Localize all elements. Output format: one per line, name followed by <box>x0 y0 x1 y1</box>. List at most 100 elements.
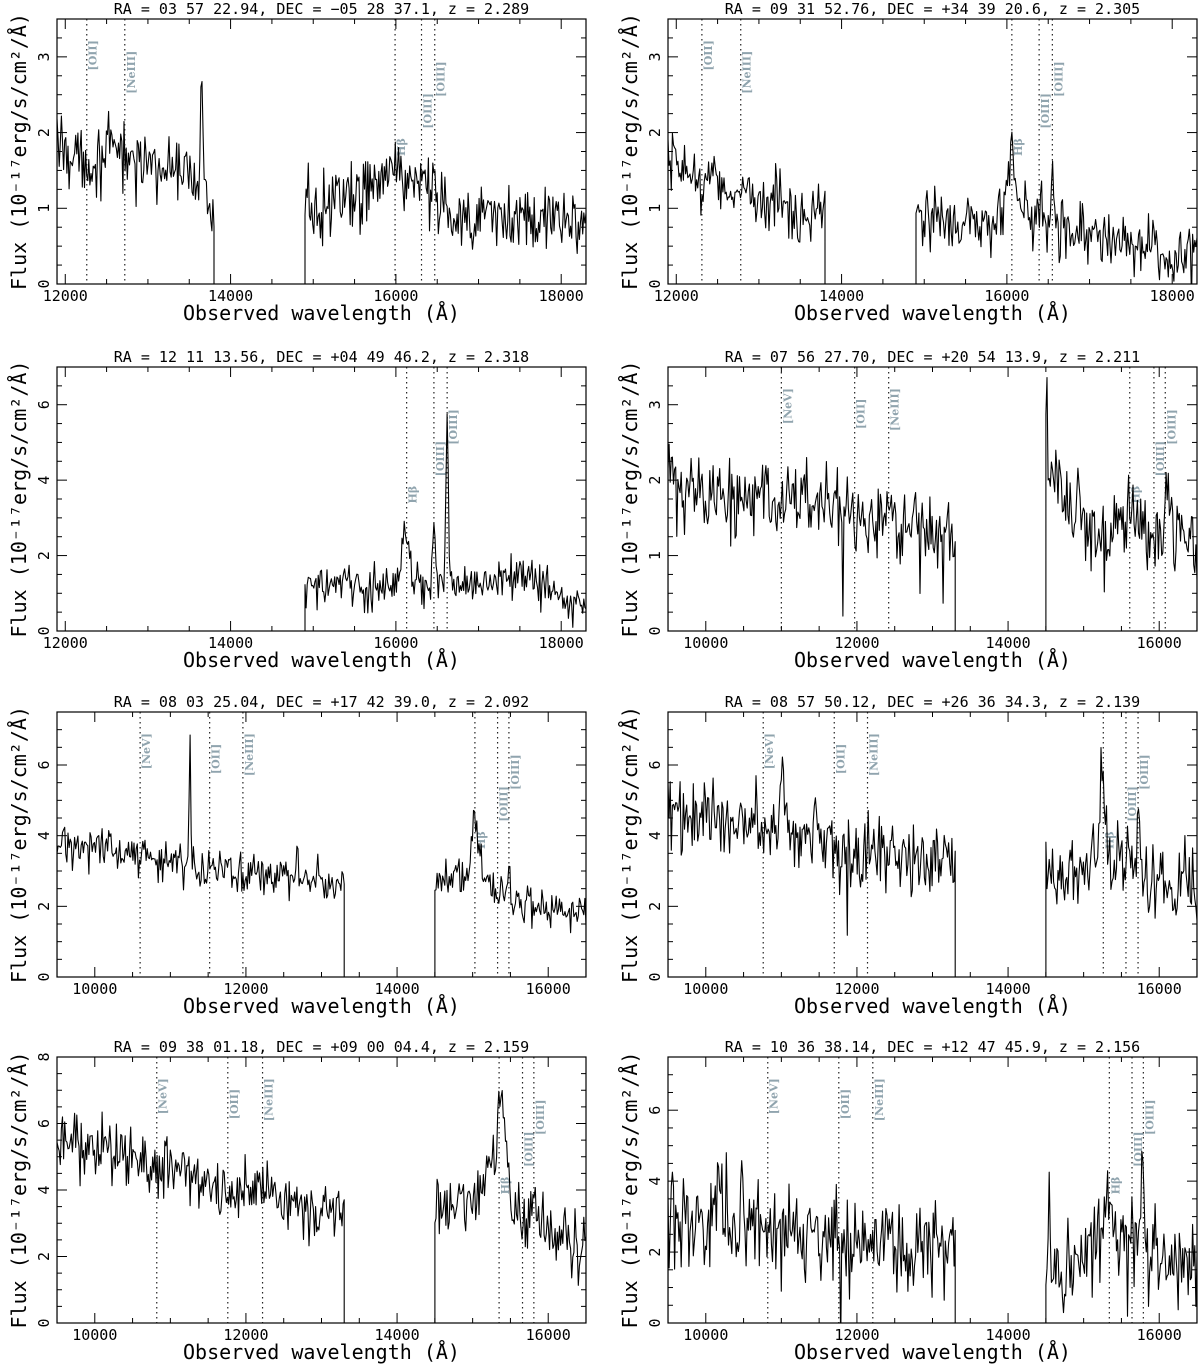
spectrum-line <box>57 1111 345 1323</box>
spectrum-panel-3: RA = 12 11 13.56, DEC = +04 49 46.2, z =… <box>7 348 587 672</box>
y-tick-label: 2 <box>646 1248 664 1257</box>
line-label: [NeIII] <box>263 1078 276 1121</box>
line-label: [NeIII] <box>125 51 138 94</box>
x-tick-label: 12000 <box>43 287 88 305</box>
line-label: [OII] <box>87 40 100 70</box>
line-label: [OIII] <box>1165 409 1178 444</box>
x-tick-label: 10000 <box>683 634 728 652</box>
panel-title: RA = 08 03 25.04, DEC = +17 42 39.0, z =… <box>114 693 529 711</box>
y-tick-label: 0 <box>35 626 53 635</box>
line-label: [OIII] <box>1126 786 1139 821</box>
spectrum-panel-5: RA = 08 03 25.04, DEC = +17 42 39.0, z =… <box>7 693 587 1018</box>
spectrum-line <box>668 132 826 284</box>
x-tick-label: 14000 <box>208 634 253 652</box>
y-tick-label: 6 <box>35 1119 53 1128</box>
x-tick-label: 14000 <box>374 1326 419 1344</box>
line-label: [OIII] <box>1052 61 1065 96</box>
line-label: [OII] <box>839 1089 852 1119</box>
y-tick-label: 2 <box>35 1252 53 1261</box>
line-label: [NeV] <box>768 1078 781 1114</box>
y-axis-label: Flux (10⁻¹⁷erg/s/cm²/Å) <box>618 361 642 638</box>
spectrum-line <box>668 443 956 631</box>
line-label: [NeV] <box>157 1078 170 1114</box>
spectrum-line <box>57 734 345 977</box>
line-label: [OII] <box>702 40 715 70</box>
x-tick-label: 12000 <box>43 634 88 652</box>
spectrum-line <box>304 413 586 631</box>
line-label: Hβ <box>407 486 420 504</box>
x-axis-label: Observed wavelength (Å) <box>183 994 460 1018</box>
plot-frame <box>667 711 1198 978</box>
spectrum-panel-4: RA = 07 56 27.70, DEC = +20 54 13.9, z =… <box>618 348 1198 672</box>
y-axis-label: Flux (10⁻¹⁷erg/s/cm²/Å) <box>618 13 642 290</box>
y-tick-label: 1 <box>646 551 664 560</box>
spectrum-line <box>668 756 956 977</box>
line-label: [NeIII] <box>873 1078 886 1121</box>
y-tick-label: 3 <box>646 400 664 409</box>
line-label: [OIII] <box>534 1100 547 1135</box>
line-label: [OIII] <box>1138 754 1151 789</box>
spectrum-panel-8: RA = 10 36 38.14, DEC = +12 47 45.9, z =… <box>618 1038 1198 1364</box>
panel-title: RA = 09 38 01.18, DEC = +09 00 04.4, z =… <box>114 1038 529 1056</box>
y-tick-label: 6 <box>646 1106 664 1115</box>
y-tick-label: 1 <box>646 204 664 213</box>
x-tick-label: 16000 <box>373 287 418 305</box>
spectrum-line <box>57 81 215 284</box>
y-tick-label: 3 <box>646 52 664 61</box>
line-label: [OII] <box>210 744 223 774</box>
y-axis-label: Flux (10⁻¹⁷erg/s/cm²/Å) <box>7 1052 31 1329</box>
line-label: [OIII] <box>509 754 522 789</box>
plot-frame <box>56 711 587 978</box>
x-tick-label: 14000 <box>819 287 864 305</box>
spectrum-panel-7: RA = 09 38 01.18, DEC = +09 00 04.4, z =… <box>7 1038 587 1364</box>
x-tick-label: 16000 <box>526 980 571 998</box>
line-label: Hβ <box>1109 1177 1122 1195</box>
panel-title: RA = 08 57 50.12, DEC = +26 36 34.3, z =… <box>725 693 1140 711</box>
panel-title: RA = 12 11 13.56, DEC = +04 49 46.2, z =… <box>114 348 529 366</box>
y-tick-label: 4 <box>646 831 664 840</box>
line-label: [OIII] <box>1154 441 1167 476</box>
x-tick-label: 16000 <box>1137 980 1182 998</box>
line-label: [OIII] <box>498 786 511 821</box>
x-tick-label: 12000 <box>654 287 699 305</box>
y-tick-label: 3 <box>35 52 53 61</box>
line-label: [NeIII] <box>741 51 754 94</box>
line-label: [OII] <box>855 399 868 429</box>
x-tick-label: 16000 <box>1137 634 1182 652</box>
spectrum-line <box>668 1152 956 1323</box>
x-tick-label: 10000 <box>72 980 117 998</box>
line-label: [OIII] <box>1039 93 1052 128</box>
spectrum-line <box>915 131 1197 284</box>
y-axis-label: Flux (10⁻¹⁷erg/s/cm²/Å) <box>7 13 31 290</box>
x-tick-label: 14000 <box>374 980 419 998</box>
panel-title: RA = 10 36 38.14, DEC = +12 47 45.9, z =… <box>725 1038 1140 1056</box>
y-tick-label: 0 <box>35 1318 53 1327</box>
x-tick-label: 18000 <box>1150 287 1195 305</box>
spectrum-panel-6: RA = 08 57 50.12, DEC = +26 36 34.3, z =… <box>618 693 1198 1018</box>
x-tick-label: 16000 <box>373 634 418 652</box>
line-label: [OII] <box>834 744 847 774</box>
line-label: [OIII] <box>434 441 447 476</box>
spectrum-panel-2: RA = 09 31 52.76, DEC = +34 39 20.6, z =… <box>618 0 1198 325</box>
y-tick-label: 2 <box>35 902 53 911</box>
spectrum-line <box>1045 747 1197 977</box>
panel-title: RA = 03 57 22.94, DEC = −05 28 37.1, z =… <box>114 0 529 18</box>
y-axis-label: Flux (10⁻¹⁷erg/s/cm²/Å) <box>618 1052 642 1329</box>
line-label: [NeIII] <box>868 733 881 776</box>
x-axis-label: Observed wavelength (Å) <box>794 994 1071 1018</box>
y-tick-label: 2 <box>646 128 664 137</box>
line-label: [NeV] <box>763 733 776 769</box>
x-axis-label: Observed wavelength (Å) <box>183 648 460 672</box>
spectrum-line <box>434 1090 586 1323</box>
line-label: [NeV] <box>140 733 153 769</box>
y-tick-label: 0 <box>35 279 53 288</box>
x-tick-label: 10000 <box>683 1326 728 1344</box>
x-tick-label: 16000 <box>984 287 1029 305</box>
y-tick-label: 4 <box>35 476 53 485</box>
x-tick-label: 18000 <box>539 287 584 305</box>
spectrum-line <box>304 141 586 284</box>
panel-title: RA = 07 56 27.70, DEC = +20 54 13.9, z =… <box>725 348 1140 366</box>
y-tick-label: 2 <box>646 902 664 911</box>
x-axis-label: Observed wavelength (Å) <box>794 1340 1071 1364</box>
y-tick-label: 8 <box>35 1052 53 1061</box>
